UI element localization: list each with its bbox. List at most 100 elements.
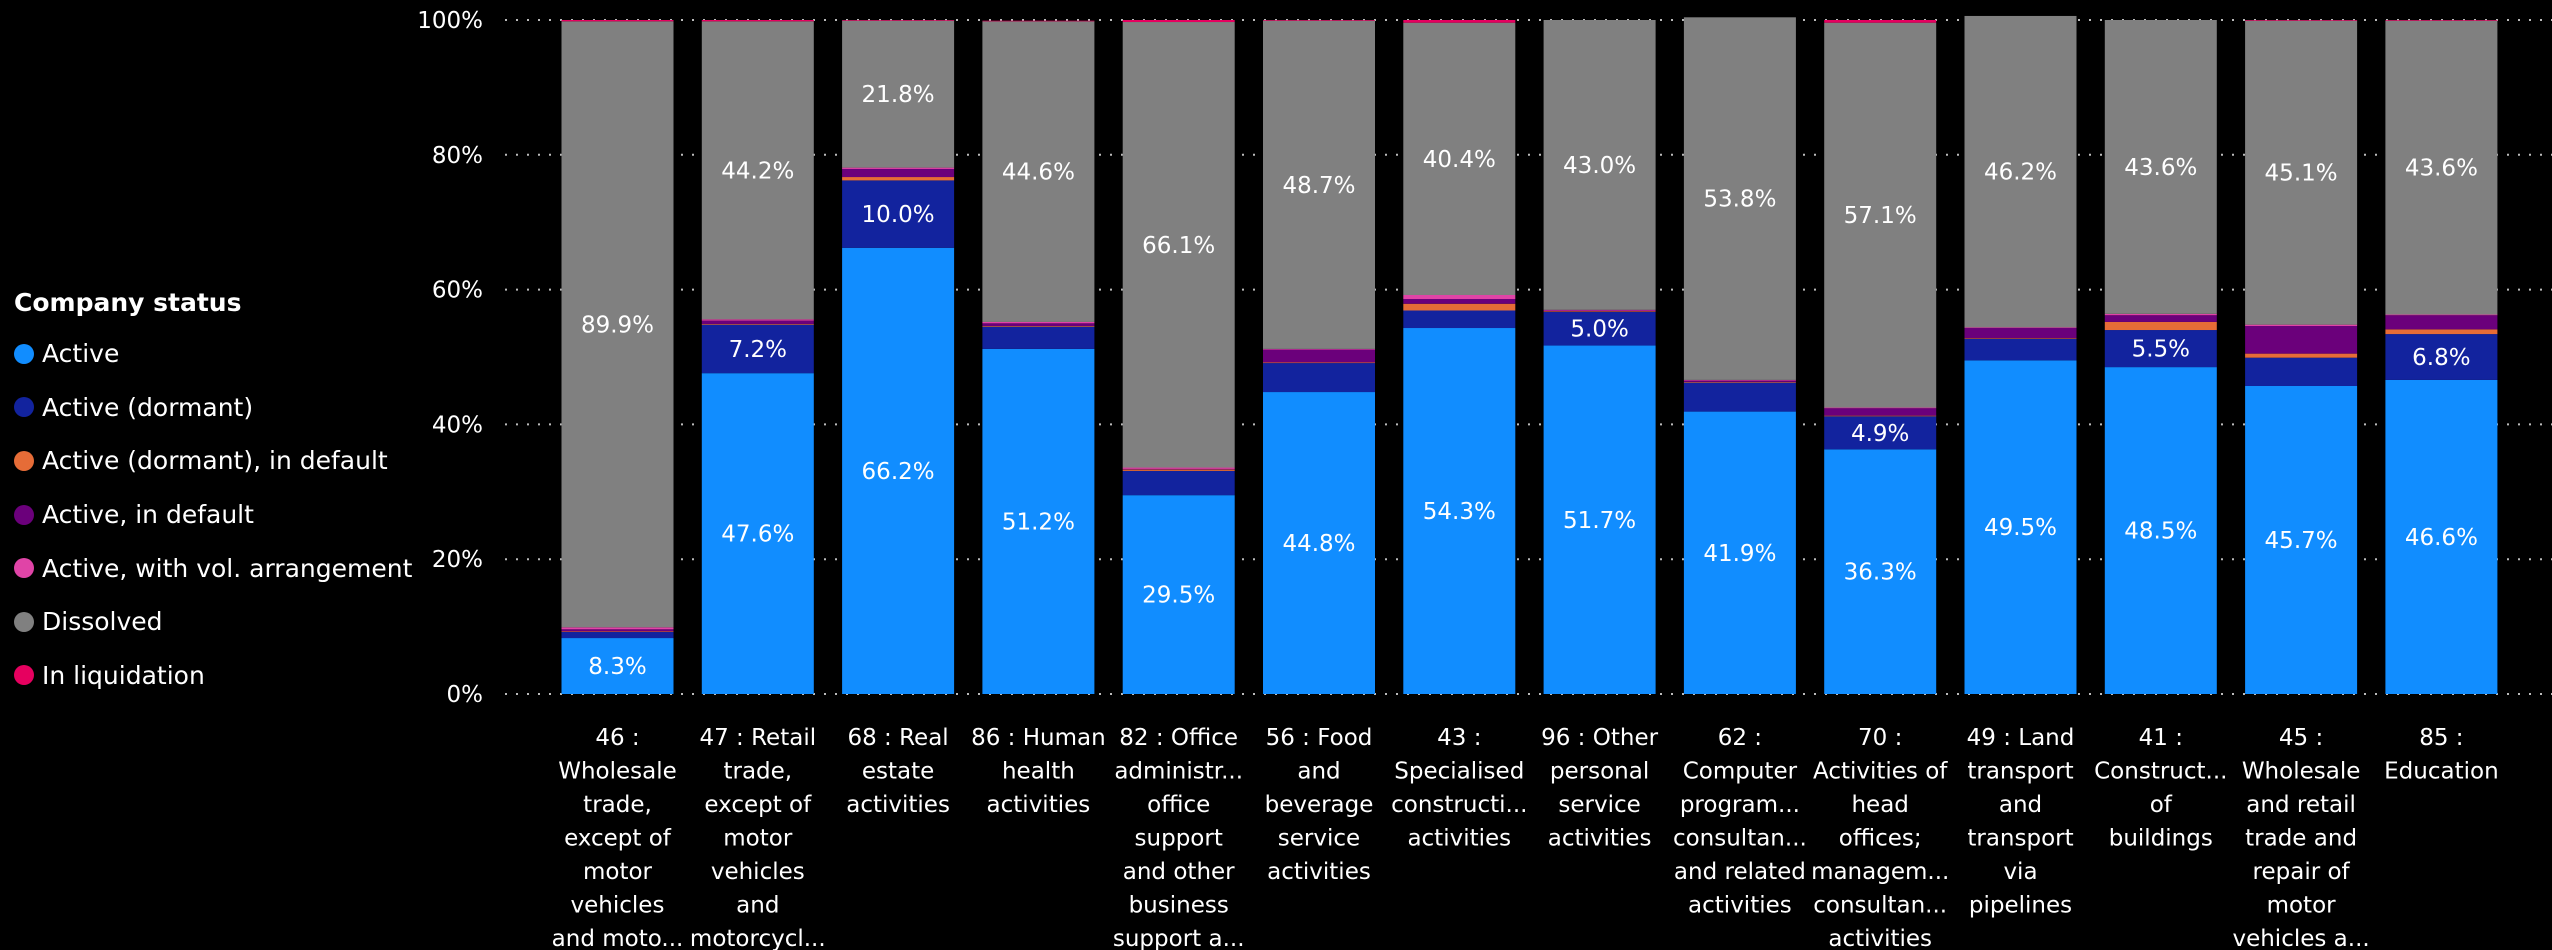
bar-segment-active-with-vol-arrangement[interactable] (1403, 294, 1516, 300)
bar-segment-dissolved[interactable] (1122, 22, 1235, 468)
bar-segment-active-in-default[interactable] (2245, 325, 2358, 354)
bar-segment-active[interactable] (1824, 449, 1937, 694)
bar-segment-active-dormant-in-default[interactable] (1122, 469, 1235, 471)
bar-segment-active-with-vol-arrangement[interactable] (1683, 379, 1796, 381)
bar-segment-active[interactable] (2104, 367, 2217, 694)
bar-segment-active-with-vol-arrangement[interactable] (701, 319, 814, 321)
bar-segment-active-dormant[interactable] (1964, 338, 2077, 361)
bar-segment-active-dormant[interactable] (2245, 357, 2358, 386)
bar-segment-active-dormant[interactable] (561, 631, 674, 639)
bar-segment-active-dormant[interactable] (1263, 363, 1375, 393)
bar-segment-active-with-vol-arrangement[interactable] (561, 627, 674, 630)
bar-segment-in-liquidation[interactable] (701, 20, 814, 22)
bar-segment-dissolved[interactable] (982, 21, 1095, 322)
bar-segment-active-dormant-in-default[interactable] (1403, 303, 1516, 311)
bar-segment-dissolved[interactable] (561, 21, 674, 628)
bar-segment-active[interactable] (2245, 385, 2358, 694)
bar-segment-dissolved[interactable] (2245, 20, 2358, 325)
bar-segment-in-liquidation[interactable] (1403, 20, 1516, 23)
bar-segment-active[interactable] (982, 348, 1095, 694)
legend-item-active-with-vol-arrangement[interactable]: Active, with vol. arrangement (14, 541, 412, 595)
bar-segment-active-dormant-in-default[interactable] (2385, 329, 2498, 335)
bar-segment-active[interactable] (842, 247, 955, 694)
bar-segment-in-liquidation[interactable] (561, 20, 674, 22)
bar-segment-dissolved[interactable] (2385, 20, 2498, 315)
legend-item-active-dormant[interactable]: Active (dormant) (14, 381, 412, 435)
bar-segment-active-in-default[interactable] (1824, 408, 1937, 416)
bar-segment-active-dormant[interactable] (2385, 334, 2498, 380)
bar-segment-dissolved[interactable] (1824, 22, 1937, 408)
bar-segment-active-in-default[interactable] (561, 629, 674, 632)
bar-segment-dissolved[interactable] (1964, 15, 2077, 328)
bar-segment-active-in-default[interactable] (2104, 315, 2217, 322)
legend-item-active-dormant-in-default[interactable]: Active (dormant), in default (14, 434, 412, 488)
bar-segment-active-with-vol-arrangement[interactable] (842, 167, 955, 169)
bar-segment-active[interactable] (1964, 360, 2077, 694)
bar-segment-active-with-vol-arrangement[interactable] (1263, 348, 1375, 350)
bar-segment-in-liquidation[interactable] (842, 20, 955, 21)
bar-segment-active-dormant[interactable] (1122, 470, 1235, 496)
bar-segment-in-liquidation[interactable] (1824, 20, 1937, 23)
bar-segment-active-with-vol-arrangement[interactable] (1122, 467, 1235, 469)
bar-segment-active[interactable] (1403, 328, 1516, 694)
bar-segment-active-in-default[interactable] (1964, 328, 2077, 339)
bar-segment-active[interactable] (561, 638, 674, 694)
bar-segment-active-dormant[interactable] (982, 326, 1095, 349)
bar-segment-active-dormant-in-default[interactable] (1543, 311, 1656, 312)
bar-segment-active-dormant-in-default[interactable] (1964, 338, 2077, 339)
bar-segment-active-dormant[interactable] (842, 180, 955, 248)
bar-segment-active-with-vol-arrangement[interactable] (2385, 314, 2498, 316)
bar-segment-active-in-default[interactable] (1683, 380, 1796, 382)
bar-segment-active-with-vol-arrangement[interactable] (1543, 309, 1656, 311)
bar-segment-dissolved[interactable] (842, 20, 955, 168)
bar-segment-active-dormant-in-default[interactable] (1263, 362, 1375, 364)
bar-segment-dissolved[interactable] (1263, 20, 1375, 349)
bar-segment-active-in-default[interactable] (842, 168, 955, 178)
legend-item-active-in-default[interactable]: Active, in default (14, 488, 412, 542)
bar-segment-active-with-vol-arrangement[interactable] (1824, 407, 1937, 409)
bar-segment-dissolved[interactable] (701, 21, 814, 320)
bar-segment-in-liquidation[interactable] (2385, 20, 2498, 21)
bar-segment-active-in-default[interactable] (1263, 349, 1375, 363)
bar-segment-active[interactable] (701, 373, 814, 694)
bar-segment-active[interactable] (1683, 411, 1796, 694)
bar-segment-dissolved[interactable] (1543, 20, 1656, 310)
bar-segment-active-dormant-in-default[interactable] (1824, 415, 1937, 417)
bar-segment-active[interactable] (1122, 495, 1235, 694)
bar-segment-active-dormant-in-default[interactable] (701, 323, 814, 325)
bar-segment-active-with-vol-arrangement[interactable] (2245, 324, 2358, 326)
bar-segment-in-liquidation[interactable] (1263, 20, 1375, 21)
legend-item-in-liquidation[interactable]: In liquidation (14, 649, 412, 703)
bar-segment-dissolved[interactable] (2104, 20, 2217, 314)
bar-segment-active-dormant-in-default[interactable] (1683, 381, 1796, 383)
legend-item-dissolved[interactable]: Dissolved (14, 595, 412, 649)
bar-segment-active-dormant[interactable] (1543, 311, 1656, 346)
bar-segment-active-in-default[interactable] (1543, 310, 1656, 312)
bar-segment-in-liquidation[interactable] (982, 20, 1095, 22)
bar-segment-active-dormant[interactable] (2104, 330, 2217, 368)
bar-segment-active-with-vol-arrangement[interactable] (982, 321, 1095, 324)
bar-segment-active[interactable] (1543, 345, 1656, 694)
bar-segment-active-dormant-in-default[interactable] (561, 631, 674, 632)
bar-segment-active-dormant-in-default[interactable] (842, 177, 955, 181)
bar-segment-active-in-default[interactable] (1403, 299, 1516, 304)
bar-segment-active-in-default[interactable] (2385, 315, 2498, 330)
bar-segment-active-dormant-in-default[interactable] (2104, 321, 2217, 331)
bar-segment-active[interactable] (1263, 392, 1375, 694)
bar-segment-in-liquidation[interactable] (1122, 20, 1235, 23)
bar-segment-active-dormant-in-default[interactable] (2245, 353, 2358, 358)
bar-segment-dissolved[interactable] (1403, 22, 1516, 295)
bar-segment-active-in-default[interactable] (1122, 468, 1235, 470)
bar-segment-active-in-default[interactable] (982, 323, 1095, 326)
bar-segment-active-dormant-in-default[interactable] (982, 325, 1095, 327)
bar-segment-dissolved[interactable] (1683, 17, 1796, 380)
bar-segment-active-with-vol-arrangement[interactable] (1964, 327, 2077, 329)
bar-segment-active-dormant[interactable] (1403, 310, 1516, 329)
legend-item-active[interactable]: Active (14, 327, 412, 381)
bar-segment-in-liquidation[interactable] (2245, 20, 2358, 21)
bar-segment-active-dormant[interactable] (1683, 382, 1796, 412)
bar-segment-active-dormant[interactable] (1824, 416, 1937, 450)
bar-segment-active-with-vol-arrangement[interactable] (2104, 313, 2217, 316)
bar-segment-active[interactable] (2385, 379, 2498, 694)
bar-segment-active-dormant[interactable] (701, 324, 814, 374)
